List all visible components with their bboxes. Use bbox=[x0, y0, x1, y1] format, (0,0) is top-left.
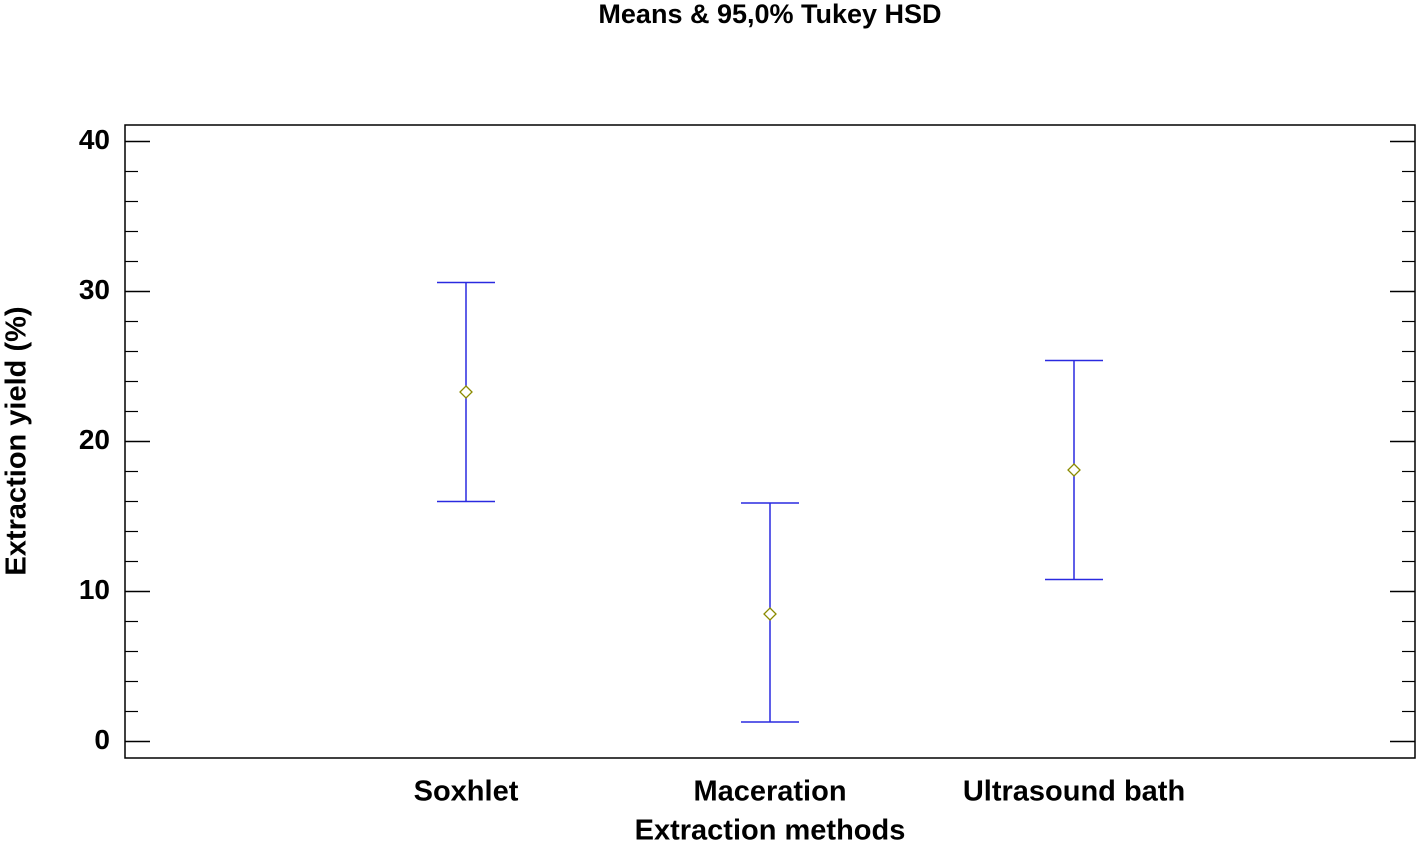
mean-marker bbox=[1067, 463, 1081, 477]
y-tick-label: 0 bbox=[94, 724, 110, 755]
mean-marker bbox=[459, 385, 473, 399]
y-tick-label: 20 bbox=[79, 424, 110, 455]
mean-marker bbox=[763, 607, 777, 621]
x-tick-label: Ultrasound bath bbox=[963, 776, 1185, 808]
y-tick-label: 30 bbox=[79, 274, 110, 305]
y-tick-label: 40 bbox=[79, 124, 110, 155]
x-axis-label: Extraction methods bbox=[635, 815, 906, 847]
y-axis-label: Extraction yield (%) bbox=[1, 306, 33, 575]
y-tick-label: 10 bbox=[79, 574, 110, 605]
x-tick-label: Soxhlet bbox=[414, 776, 519, 808]
x-tick-label: Maceration bbox=[693, 776, 846, 808]
chart-title: Means & 95,0% Tukey HSD bbox=[598, 0, 941, 29]
